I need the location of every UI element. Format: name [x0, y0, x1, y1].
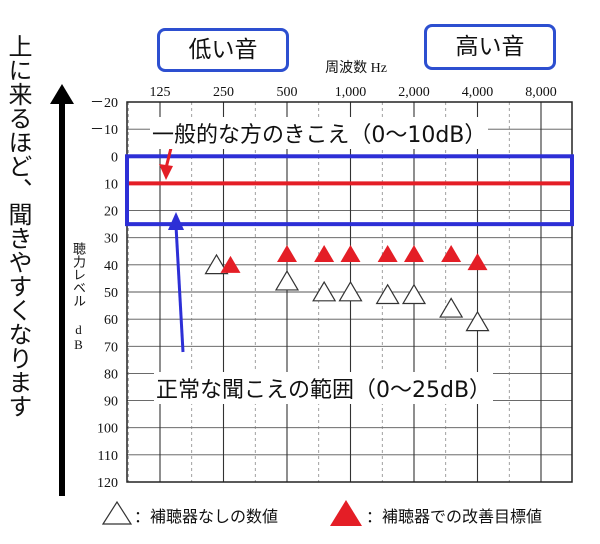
x-tick-label: 4,000	[462, 85, 494, 100]
x-tick-label: 2,000	[398, 85, 430, 100]
y-tick-label: 110	[98, 449, 118, 464]
normal-pointer-arrowhead	[168, 212, 184, 230]
y-tick-label: 80	[104, 367, 118, 382]
normal-range-label: 正常な聞こえの範囲（0～25dB）	[154, 372, 494, 404]
y-tick-label: 100	[97, 422, 118, 437]
data-point-filled-triangle	[220, 255, 241, 273]
y-tick-label: 30	[104, 232, 118, 247]
high-frequency-label: 高い音	[424, 24, 556, 70]
y-tick-label: －10	[90, 123, 118, 138]
legend-open-label: ：補聴器なしの数値	[134, 507, 279, 526]
data-point-open-triangle	[338, 280, 363, 302]
y-tick-label: 50	[104, 286, 118, 301]
data-point-filled-triangle	[441, 245, 462, 262]
x-tick-label: 8,000	[525, 85, 557, 100]
data-point-open-triangle	[465, 310, 490, 332]
data-point-open-triangle	[274, 270, 300, 291]
legend-filled-label: ：補聴器での改善目標値	[366, 507, 543, 526]
y-tick-label: 10	[104, 177, 118, 192]
y-axis-title: 聴力レベル dB	[70, 242, 86, 352]
x-tick-label: 1,000	[335, 85, 367, 100]
y-tick-label: 120	[97, 476, 118, 491]
y-tick-label: －20	[90, 96, 118, 111]
x-tick-label: 125	[150, 85, 171, 100]
y-tick-label: 60	[104, 313, 118, 328]
legend-open-triangle	[101, 500, 133, 525]
data-point-filled-triangle	[404, 245, 424, 262]
x-tick-label: 500	[277, 85, 298, 100]
x-tick-label: 250	[213, 85, 234, 100]
data-point-open-triangle	[439, 297, 464, 318]
data-point-filled-triangle	[314, 245, 335, 262]
normal-range-box	[125, 154, 574, 227]
typical-pointer-arrow	[164, 147, 173, 169]
typical-hearing-label: 一般的な方のきこえ（0～10dB）	[150, 117, 489, 149]
legend-filled-triangle	[330, 500, 362, 526]
data-point-open-triangle	[312, 280, 337, 302]
data-point-open-triangle	[375, 283, 400, 305]
y-tick-label: 70	[104, 340, 118, 355]
y-axis-title-text: 聴力レベル dB	[71, 242, 86, 352]
x-axis-title: 周波数 Hz	[325, 60, 387, 76]
data-point-open-triangle	[401, 283, 427, 305]
y-tick-label: 40	[104, 259, 118, 274]
data-point-filled-triangle	[340, 245, 361, 262]
normal-pointer-arrow	[174, 225, 185, 353]
data-point-filled-triangle	[277, 245, 297, 262]
y-tick-label: 0	[111, 150, 118, 165]
side-caption: 上に来るほど、聞きやすくなります	[4, 34, 32, 418]
y-tick-label: 20	[104, 205, 118, 220]
data-point-open-triangle	[204, 253, 229, 275]
data-point-filled-triangle	[377, 245, 398, 262]
data-point-filled-triangle	[467, 253, 488, 271]
plot-frame	[126, 101, 573, 483]
typical-pointer-arrowhead	[159, 164, 173, 180]
y-tick-label: 90	[104, 395, 118, 410]
low-frequency-label: 低い音	[157, 28, 289, 72]
side-arrowhead	[50, 84, 74, 104]
